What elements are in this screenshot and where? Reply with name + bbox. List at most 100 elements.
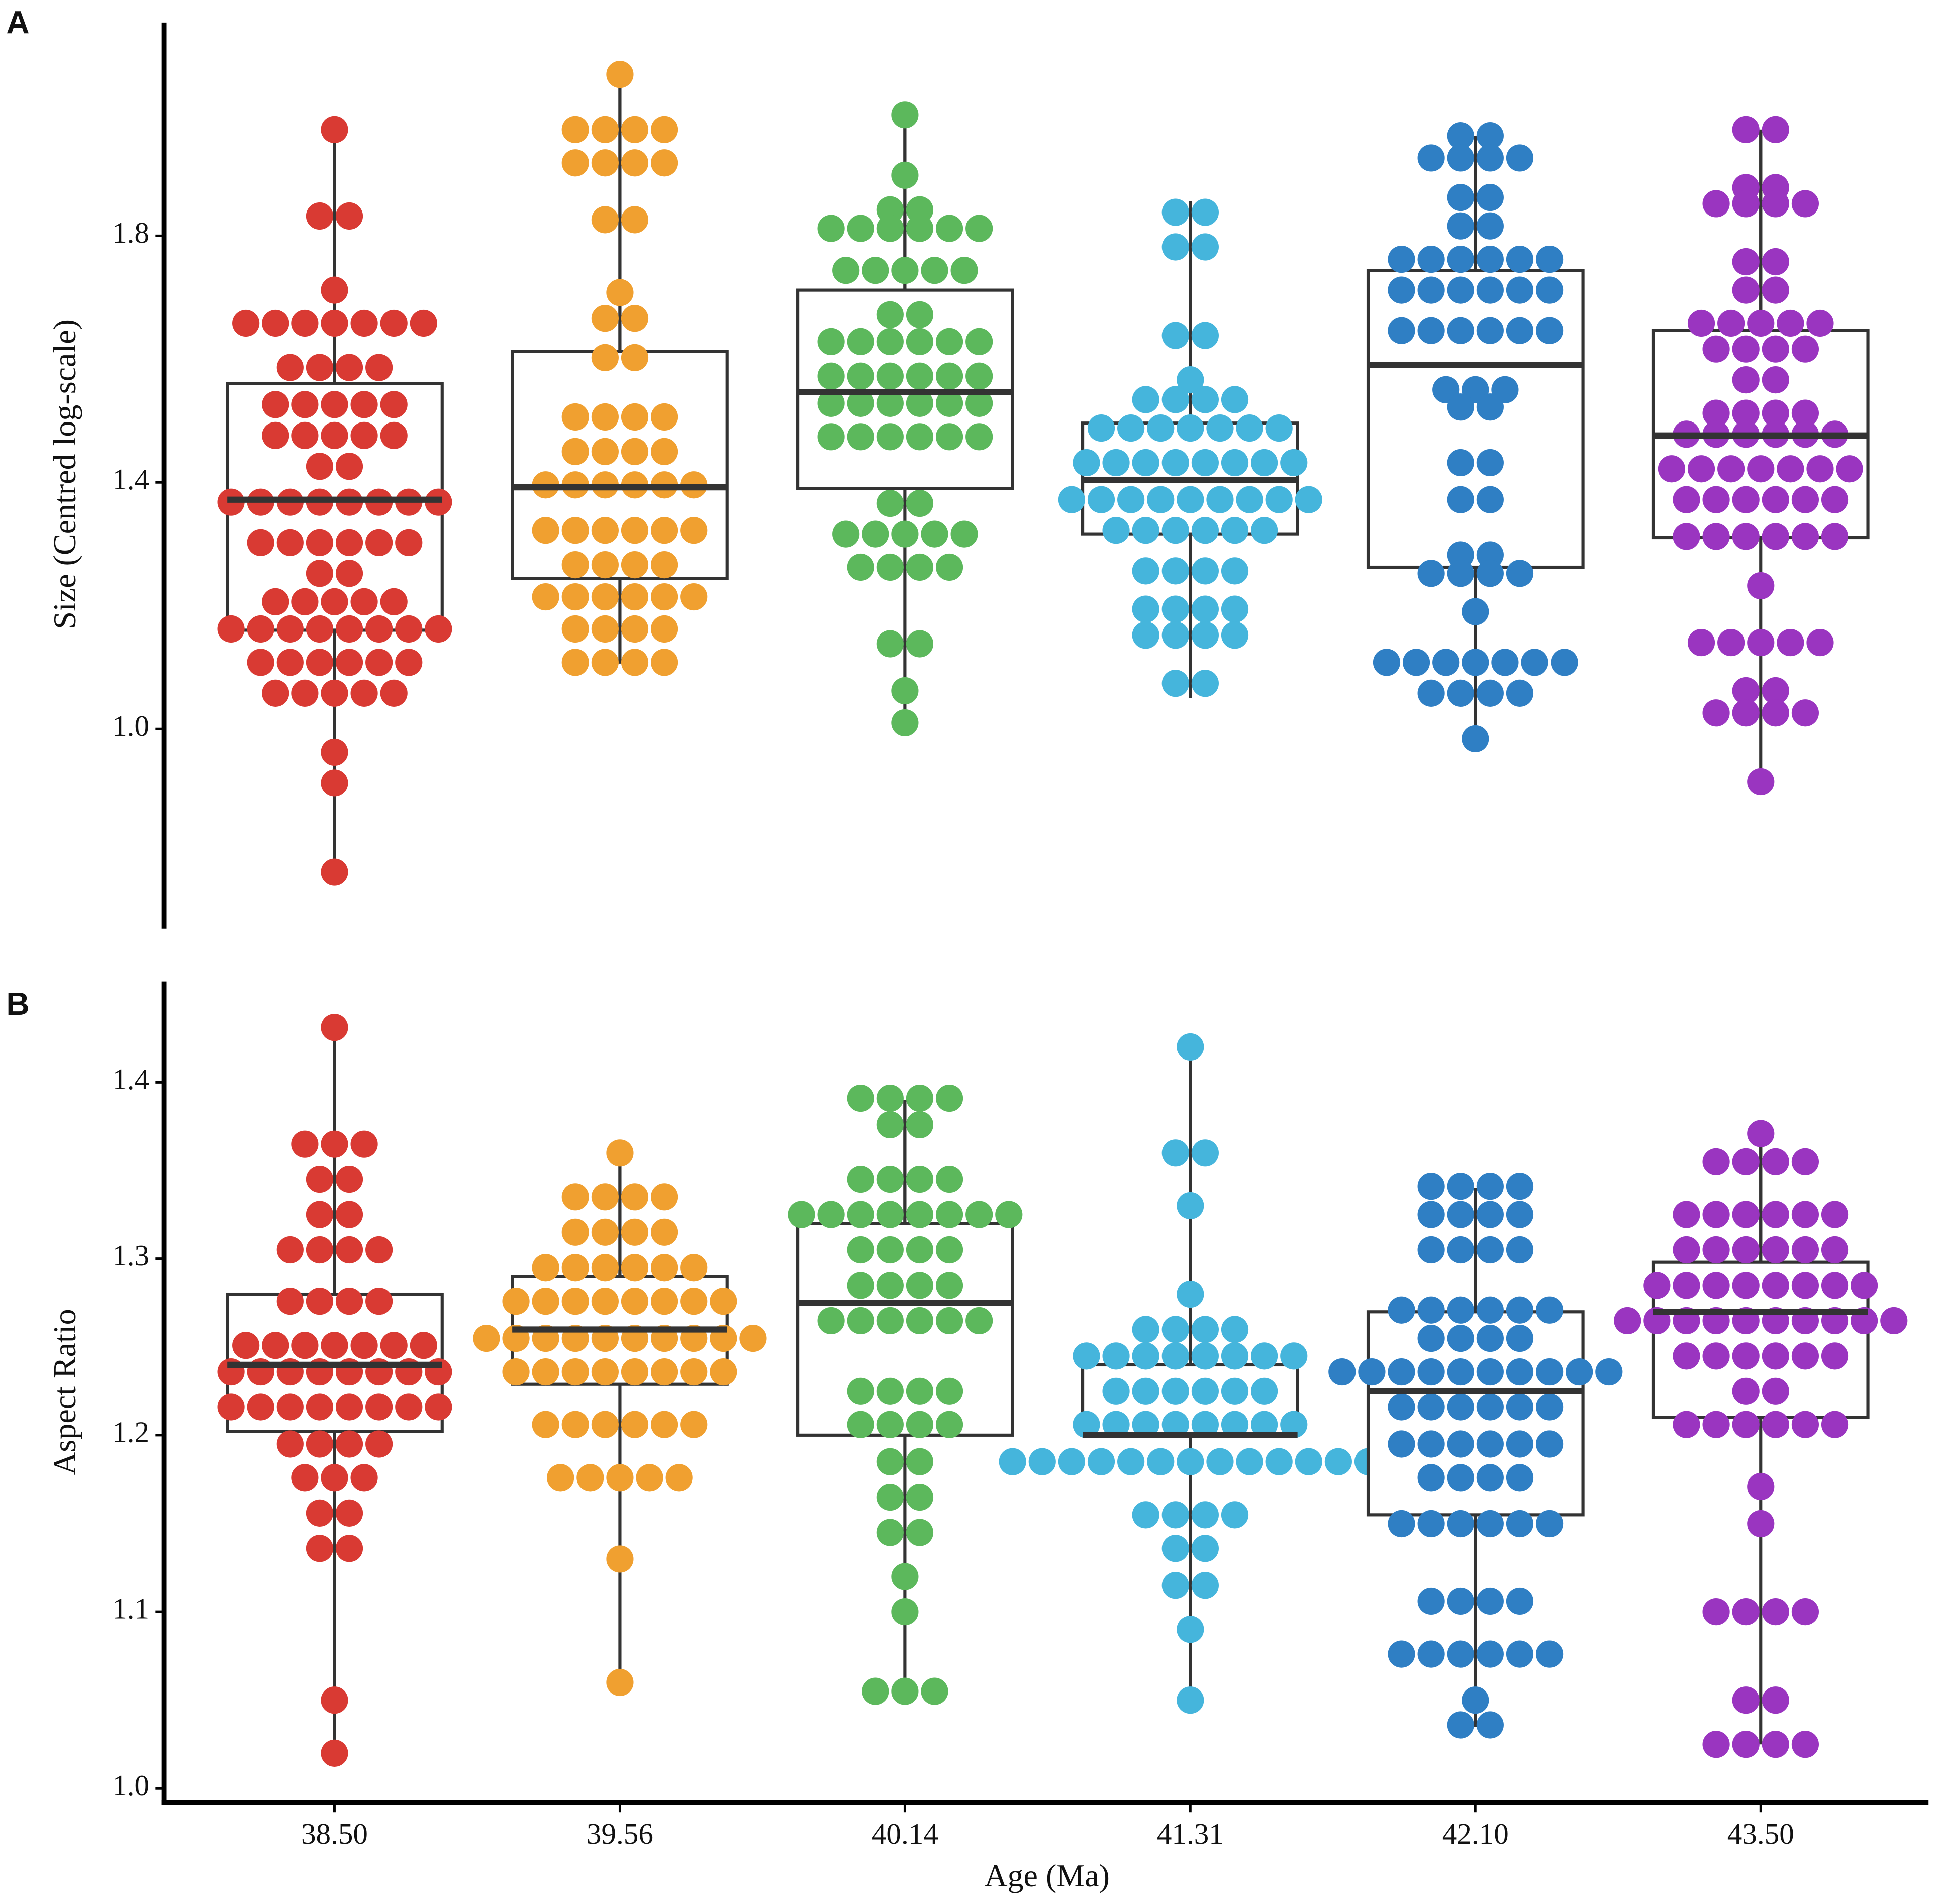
- dot: [591, 1411, 619, 1438]
- dot: [365, 615, 393, 643]
- dot: [1476, 1510, 1504, 1538]
- dot: [935, 1272, 963, 1299]
- dot: [321, 1014, 348, 1041]
- dot: [876, 215, 904, 242]
- dot: [1732, 1411, 1760, 1438]
- dot: [1702, 1598, 1730, 1626]
- dot: [1161, 198, 1189, 226]
- dot: [1476, 560, 1504, 587]
- dot: [350, 679, 378, 707]
- dot: [1535, 1640, 1564, 1668]
- x-tick-label: 39.56: [587, 1817, 653, 1850]
- dot: [561, 1358, 589, 1386]
- dot: [306, 1236, 334, 1264]
- dot: [276, 615, 304, 643]
- dot: [1506, 1296, 1534, 1324]
- dot: [1762, 1342, 1789, 1370]
- dot: [906, 1307, 934, 1335]
- dot: [1673, 1201, 1700, 1228]
- dot: [935, 1084, 963, 1112]
- dot: [965, 215, 993, 242]
- dot: [1221, 449, 1249, 477]
- dot: [1161, 1342, 1189, 1370]
- dot: [1535, 1393, 1564, 1421]
- dot: [1447, 486, 1474, 513]
- dot: [1702, 399, 1730, 427]
- dot: [1702, 190, 1730, 218]
- dot: [561, 517, 589, 544]
- dot: [1447, 1510, 1474, 1538]
- dot: [1673, 1411, 1700, 1438]
- dot: [380, 309, 408, 337]
- dot: [606, 1668, 634, 1697]
- dot: [950, 257, 978, 284]
- dot: [651, 438, 678, 465]
- dot: [306, 529, 334, 556]
- dot: [1251, 1411, 1278, 1438]
- dot: [380, 421, 408, 449]
- x-tick-label: 38.50: [301, 1817, 368, 1850]
- dot: [621, 305, 649, 332]
- dot: [1388, 317, 1415, 344]
- dot: [276, 1236, 304, 1264]
- dot: [1732, 1148, 1760, 1175]
- dot: [965, 1201, 993, 1228]
- dot: [1791, 1201, 1819, 1228]
- dot: [425, 1393, 452, 1421]
- box: [1366, 269, 1585, 569]
- dot: [1732, 1201, 1760, 1228]
- dot: [1476, 1393, 1504, 1421]
- dot: [847, 1201, 874, 1228]
- dot: [1506, 246, 1534, 273]
- dot: [1388, 1640, 1415, 1668]
- dot: [935, 1411, 963, 1438]
- dot: [1132, 1342, 1159, 1370]
- dot: [935, 1377, 963, 1405]
- dot: [306, 453, 334, 480]
- dot: [817, 1307, 845, 1335]
- dot: [1161, 1139, 1189, 1167]
- dot: [335, 1535, 363, 1562]
- dot: [350, 588, 378, 615]
- dot: [1417, 1201, 1445, 1228]
- dot: [576, 1464, 604, 1492]
- dot: [891, 257, 919, 284]
- dot: [876, 1166, 904, 1193]
- dot: [606, 1545, 634, 1573]
- dot: [1673, 523, 1700, 550]
- dot: [1717, 455, 1745, 483]
- dot: [395, 1393, 423, 1421]
- dot: [1117, 1448, 1145, 1475]
- dot: [1221, 386, 1249, 413]
- dot: [1447, 122, 1474, 150]
- dot: [1177, 1280, 1204, 1308]
- dot: [1251, 517, 1278, 544]
- dot: [832, 257, 860, 284]
- dot: [1447, 184, 1474, 211]
- dot: [1447, 449, 1474, 477]
- dot: [1447, 1358, 1474, 1386]
- dot: [680, 583, 708, 611]
- dot: [335, 354, 363, 381]
- dot: [876, 1377, 904, 1405]
- dot: [1373, 649, 1401, 676]
- dot: [621, 1358, 649, 1386]
- dot: [906, 1201, 934, 1228]
- dot: [1447, 1325, 1474, 1352]
- dot: [1762, 335, 1789, 363]
- dot: [1447, 317, 1474, 344]
- dot: [1658, 455, 1686, 483]
- dot: [621, 551, 649, 579]
- dot: [935, 328, 963, 355]
- dot: [921, 1677, 948, 1705]
- dot: [710, 1358, 737, 1386]
- dot: [1476, 184, 1504, 211]
- dot: [1028, 1448, 1056, 1475]
- dot: [606, 61, 634, 88]
- dot: [335, 1430, 363, 1458]
- dot: [561, 1288, 589, 1315]
- dot: [1732, 523, 1760, 550]
- dot: [906, 1166, 934, 1193]
- dot: [1417, 1393, 1445, 1421]
- dot: [1732, 335, 1760, 363]
